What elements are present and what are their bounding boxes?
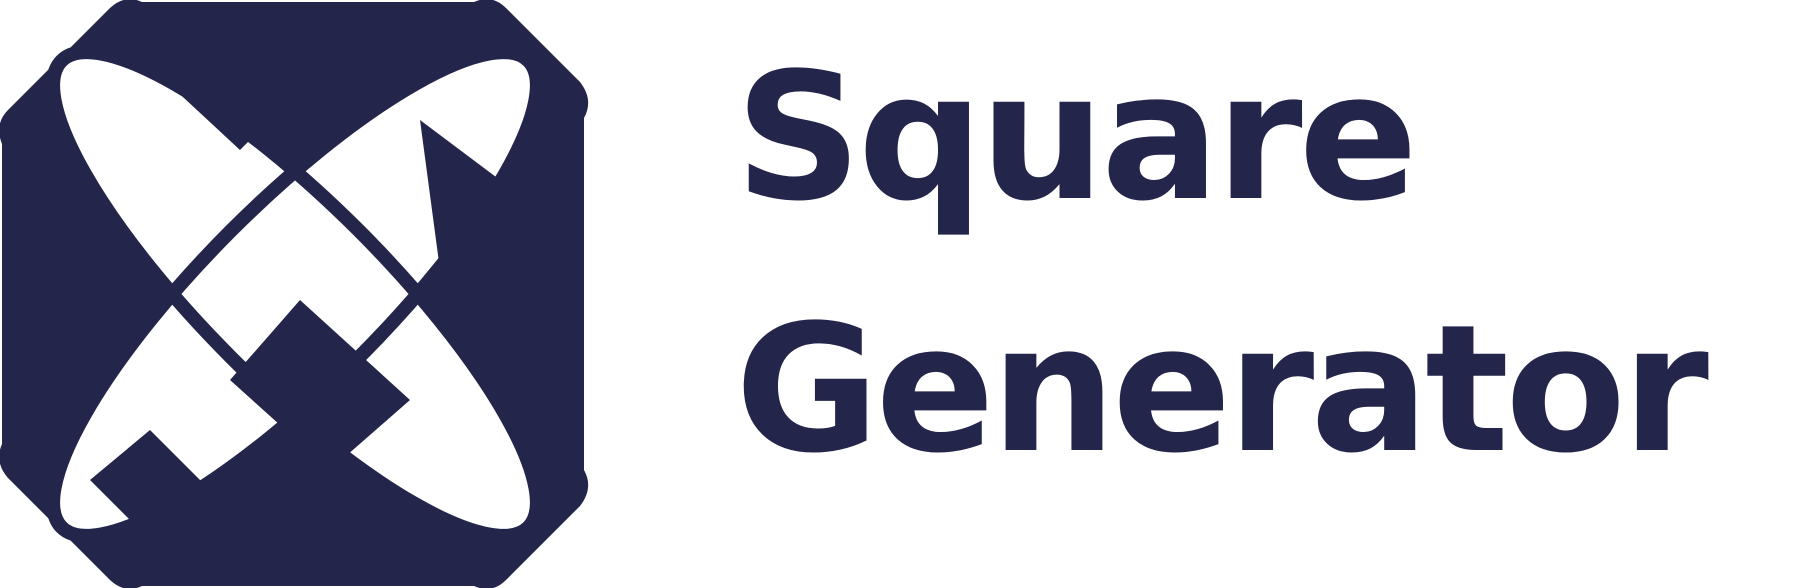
- wordmark-line-2: Generator: [735, 287, 1709, 492]
- checker-bottom-left: [90, 430, 250, 560]
- logo-mark-icon: [0, 0, 589, 588]
- wordmark-line-1: Square: [735, 35, 1418, 240]
- checker-top-left: [100, 20, 290, 150]
- wordmark: Square Generator: [735, 38, 1775, 558]
- orbit-stroke-a: [46, 45, 544, 543]
- orbit-ellipse-b: [53, 52, 537, 536]
- checker-center-bottom: [230, 300, 410, 470]
- orbit-stroke-b: [46, 45, 544, 543]
